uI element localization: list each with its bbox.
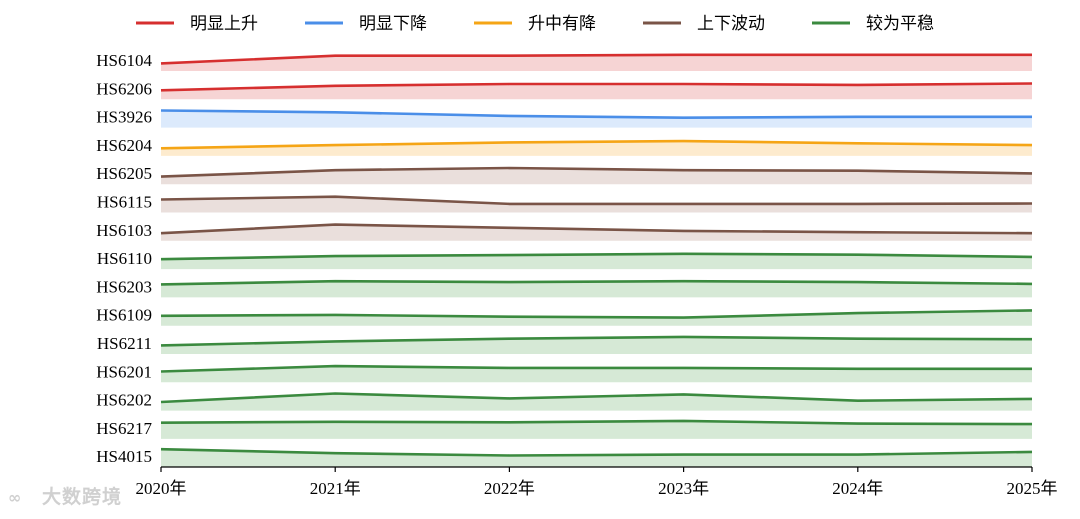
legend: 明显上升 明显下降 升中有降 上下波动 较为平稳 — [136, 14, 934, 34]
row-HS6206: HS6206 — [96, 79, 1033, 100]
line-HS6204 — [160, 139, 1033, 150]
row-label-HS6217: HS6217 — [96, 419, 152, 438]
x-tick-label: 2020年 — [136, 479, 187, 498]
line-HS6205 — [160, 166, 1033, 178]
line-HS6203 — [160, 279, 1033, 286]
area-HS6205 — [161, 168, 1032, 185]
row-label-HS6109: HS6109 — [96, 306, 152, 325]
row-HS4015: HS4015 — [96, 447, 1033, 468]
watermark-logo: ∞ 大数跨境 — [8, 482, 122, 509]
row-label-HS6115: HS6115 — [97, 193, 152, 212]
row-label-HS6103: HS6103 — [96, 221, 152, 240]
row-label-HS3926: HS3926 — [96, 108, 152, 127]
x-tick-label: 2023年 — [658, 479, 709, 498]
area-HS4015 — [161, 449, 1032, 468]
row-HS6203: HS6203 — [96, 277, 1033, 298]
row-HS6201: HS6201 — [96, 362, 1032, 383]
area-HS6217 — [161, 420, 1032, 439]
line-HS6115 — [160, 195, 1033, 206]
legend-label-fluct: 上下波动 — [697, 14, 765, 34]
row-label-HS6110: HS6110 — [97, 249, 152, 268]
line-HS6202 — [160, 392, 1033, 404]
area-HS6201 — [161, 366, 1032, 383]
line-HS4015 — [160, 447, 1033, 457]
x-tick-label: 2021年 — [310, 479, 361, 498]
legend-label-down: 明显下降 — [359, 14, 427, 34]
row-HS6104: HS6104 — [96, 51, 1032, 71]
x-tick-label: 2022年 — [484, 479, 535, 498]
row-HS6211: HS6211 — [97, 334, 1033, 354]
legend-label-up: 明显上升 — [190, 14, 258, 34]
area-HS6206 — [161, 83, 1032, 100]
line-HS6104 — [160, 53, 1032, 65]
line-HS6110 — [160, 252, 1033, 261]
row-HS6110: HS6110 — [97, 249, 1033, 270]
row-HS6115: HS6115 — [97, 193, 1033, 213]
area-HS6104 — [161, 54, 1032, 71]
row-HS3926: HS3926 — [96, 108, 1032, 128]
row-label-HS6104: HS6104 — [96, 51, 152, 70]
area-HS6203 — [161, 281, 1032, 298]
row-label-HS6203: HS6203 — [96, 277, 152, 296]
watermark-icon: ∞ — [8, 488, 23, 507]
row-label-HS4015: HS4015 — [96, 447, 152, 466]
x-tick-label: 2024年 — [832, 479, 883, 498]
row-HS6205: HS6205 — [96, 164, 1033, 185]
row-label-HS6211: HS6211 — [97, 334, 152, 353]
row-HS6204: HS6204 — [96, 136, 1033, 156]
row-label-HS6206: HS6206 — [96, 79, 152, 98]
ridgeline-rows: HS6104 HS6206 HS3926 HS6204 HS6205 HS6115 HS61… — [96, 51, 1033, 468]
row-label-HS6202: HS6202 — [96, 391, 152, 410]
line-HS6103 — [160, 223, 1033, 235]
line-HS6211 — [160, 335, 1033, 347]
line-HS6206 — [160, 82, 1033, 92]
x-axis: 2020年 2021年 2022年 2023年 2024年 2025年 — [136, 466, 1058, 498]
area-HS6110 — [161, 253, 1032, 270]
row-HS6202: HS6202 — [96, 391, 1033, 411]
line-HS6201 — [160, 364, 1032, 373]
row-HS6217: HS6217 — [96, 419, 1033, 439]
line-HS6217 — [160, 419, 1033, 426]
line-HS3926 — [160, 109, 1032, 119]
row-HS6103: HS6103 — [96, 221, 1033, 241]
area-HS6103 — [161, 224, 1032, 241]
x-tick-label: 2025年 — [1007, 479, 1058, 498]
row-label-HS6204: HS6204 — [96, 136, 152, 155]
legend-label-flat: 较为平稳 — [866, 14, 934, 34]
row-label-HS6201: HS6201 — [96, 362, 152, 381]
area-HS6202 — [161, 393, 1032, 411]
row-label-HS6205: HS6205 — [96, 164, 152, 183]
line-HS6109 — [160, 309, 1033, 319]
legend-label-peak: 升中有降 — [528, 14, 596, 34]
area-HS3926 — [161, 110, 1032, 128]
watermark-text: 大数跨境 — [42, 486, 123, 508]
row-HS6109: HS6109 — [96, 306, 1033, 326]
